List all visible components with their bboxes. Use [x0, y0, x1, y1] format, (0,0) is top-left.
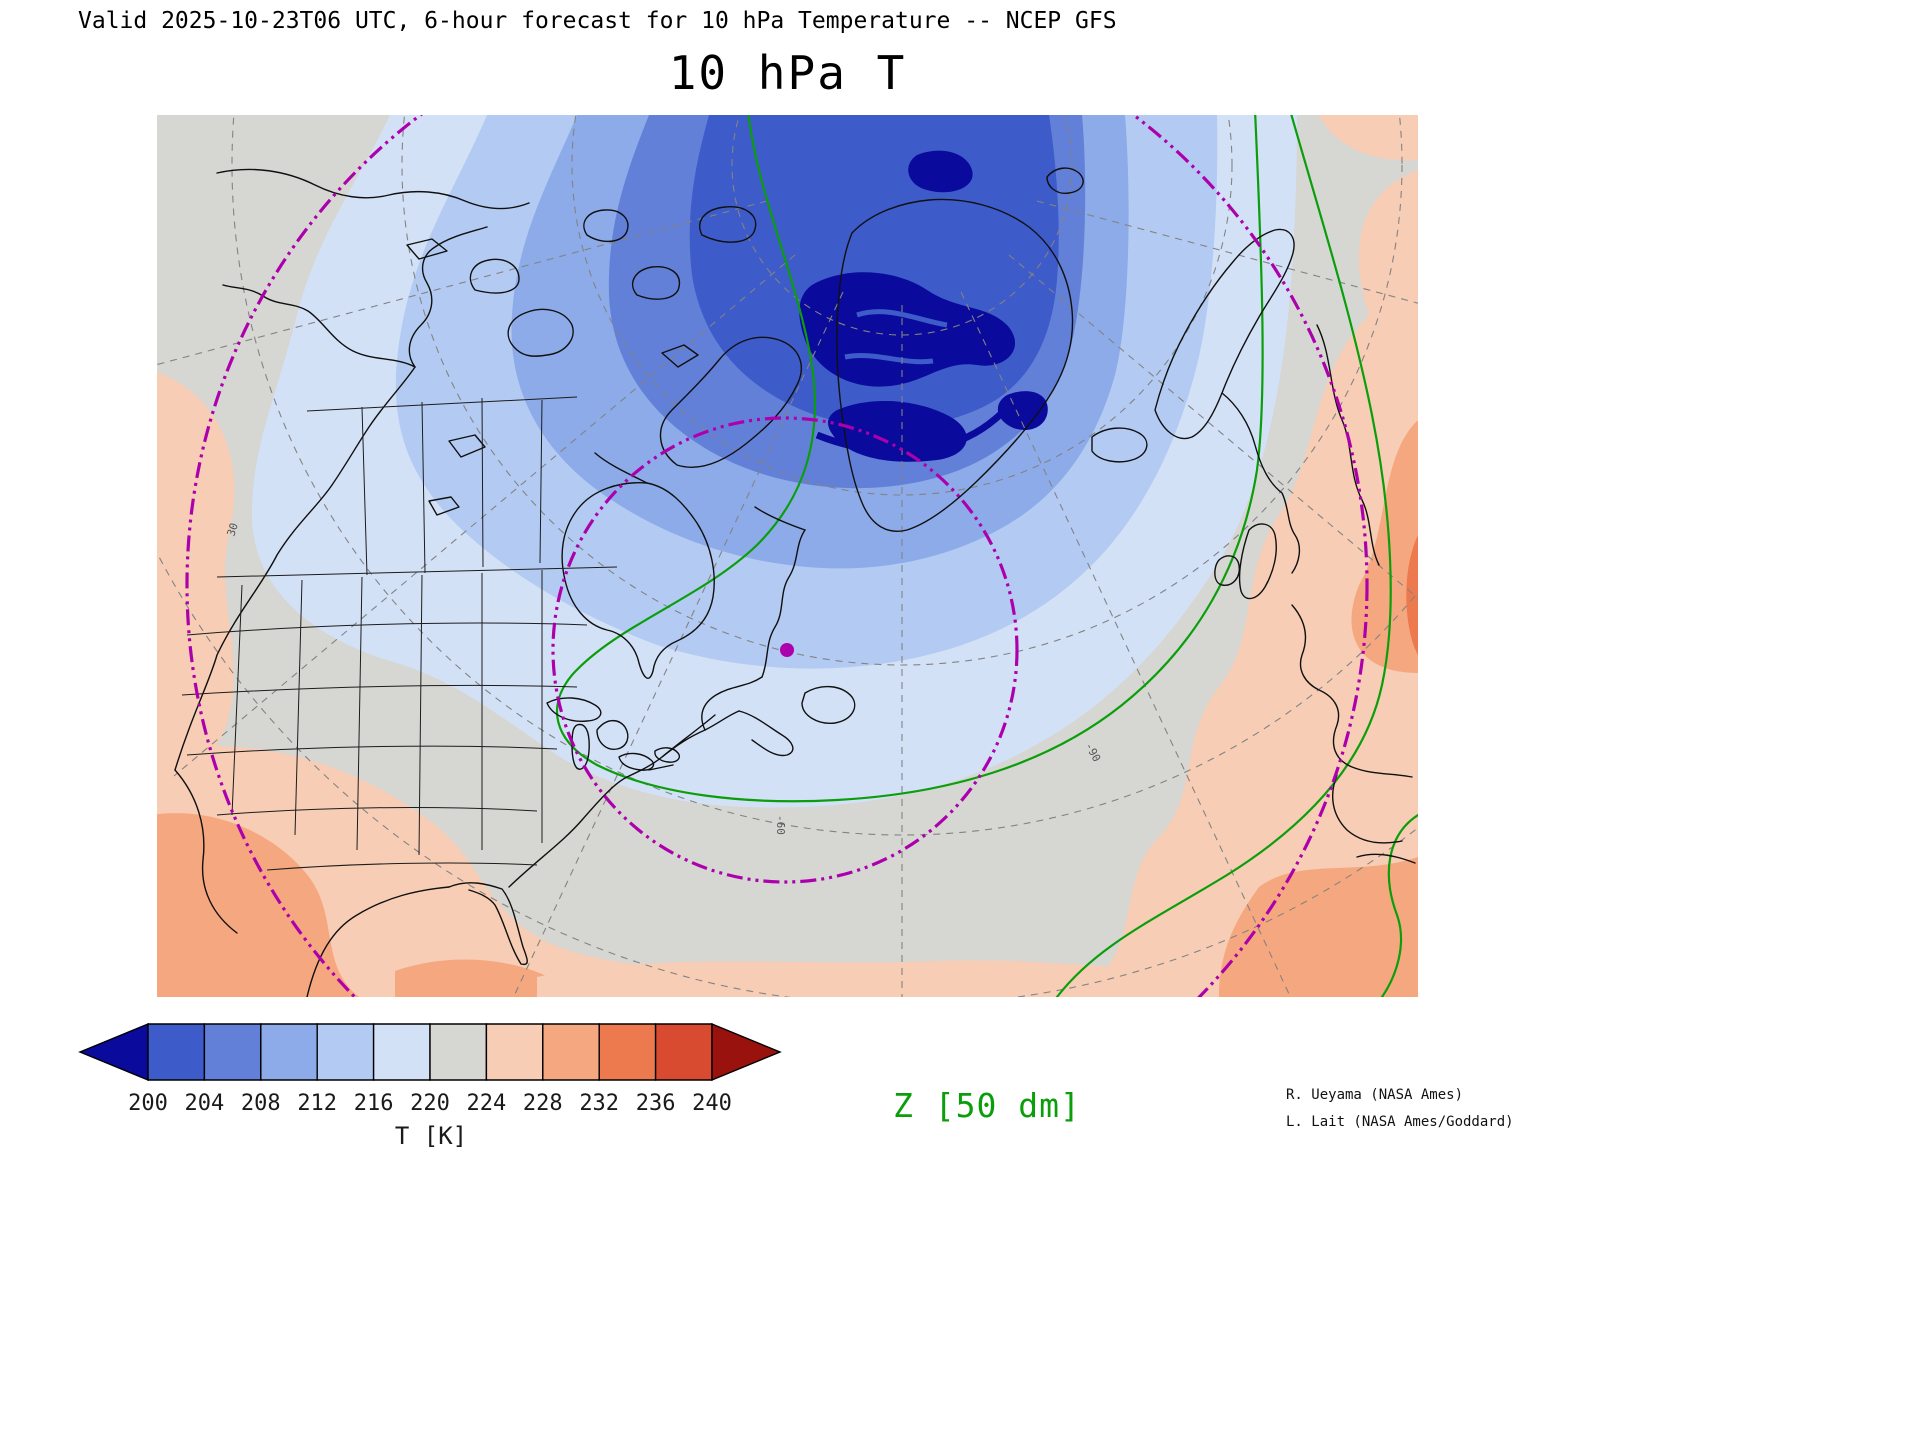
- colorbar-tick: 204: [185, 1091, 225, 1116]
- colorbar-over-arrow: [711, 1022, 782, 1082]
- colorbar-cell: [485, 1023, 544, 1081]
- colorbar-tick: 200: [128, 1091, 168, 1116]
- colorbar-cell: [429, 1023, 488, 1081]
- colorbar-tick: 240: [692, 1091, 732, 1116]
- temperature-map: 30-60-90: [157, 115, 1418, 997]
- colorbar-cell: [542, 1023, 600, 1081]
- colorbar-under-arrow: [78, 1022, 149, 1082]
- colorbar-svg: 200 204 208 212 216 220 224 228 232 236 240: [78, 1022, 782, 1116]
- colorbar-axis-label: T [K]: [394, 1122, 468, 1150]
- colorbar: 200 204 208 212 216 220 224 228 232 236 240 T [K]: [78, 1022, 784, 1150]
- vortex-core-below-200K: [799, 150, 1048, 462]
- graticule-label: -60: [774, 815, 787, 835]
- colorbar-cell: [654, 1023, 713, 1081]
- height-contours: [555, 115, 1418, 997]
- colorbar-cell: [203, 1023, 262, 1081]
- colorbar-cell: [372, 1023, 431, 1081]
- colorbar-cell: [598, 1023, 657, 1081]
- credit-line-2: L. Lait (NASA Ames/Goddard): [1286, 1113, 1514, 1130]
- colorbar-cell: [316, 1023, 375, 1081]
- graticule-label: 30: [224, 521, 240, 538]
- plot-title: 10 hPa T: [668, 46, 907, 100]
- colorbar-tick: 228: [523, 1091, 563, 1116]
- terminator-circles: [185, 115, 1369, 997]
- graticule: [157, 115, 1418, 997]
- coastlines: [174, 167, 1416, 997]
- colorbar-cell: [147, 1023, 206, 1081]
- credit-line-1: R. Ueyama (NASA Ames): [1286, 1087, 1464, 1103]
- colorbar-cell: [260, 1023, 318, 1081]
- colorbar-tick: 208: [241, 1091, 281, 1116]
- internal-borders: [181, 396, 618, 871]
- colorbar-tick: 236: [636, 1091, 676, 1116]
- subsolar-dot: [780, 643, 794, 657]
- valid-time-header: Valid 2025-10-23T06 UTC, 6-hour forecast…: [78, 8, 1117, 34]
- height-contour-legend: Z [50 dm]: [893, 1086, 1081, 1125]
- terminator-circle-outer: [185, 115, 1369, 997]
- colorbar-tick: 232: [579, 1091, 619, 1116]
- colorbar-tick: 220: [410, 1091, 450, 1116]
- colorbar-tick: 212: [297, 1091, 337, 1116]
- colorbar-tick: 224: [467, 1091, 507, 1116]
- colorbar-tick: 216: [354, 1091, 394, 1116]
- map-area: 30 -60 -90: [157, 115, 1418, 997]
- terminator-circle-inner: [551, 416, 1019, 884]
- credits: R. Ueyama (NASA Ames) L. Lait (NASA Ames…: [1286, 1082, 1514, 1135]
